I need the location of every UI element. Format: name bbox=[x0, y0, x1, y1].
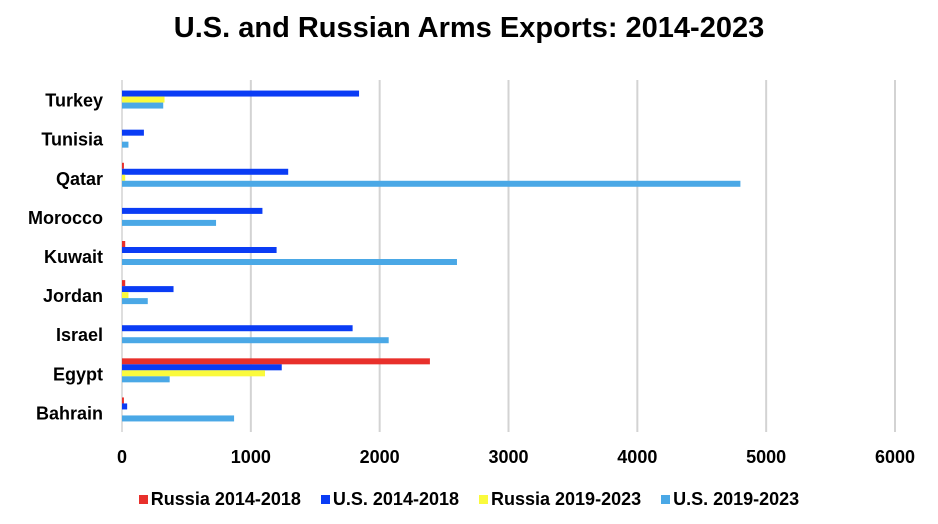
y-category-label: Morocco bbox=[28, 208, 103, 228]
x-tick-label: 1000 bbox=[231, 447, 271, 467]
bar bbox=[122, 364, 282, 371]
y-category-label: Kuwait bbox=[44, 247, 103, 267]
legend-label: Russia 2019-2023 bbox=[491, 489, 642, 509]
x-tick-label: 6000 bbox=[875, 447, 915, 467]
y-category-label: Jordan bbox=[43, 286, 103, 306]
legend-swatch bbox=[320, 495, 330, 504]
y-category-label: Qatar bbox=[56, 169, 103, 189]
bar bbox=[122, 358, 430, 365]
bar bbox=[122, 298, 148, 305]
legend-label: U.S. 2019-2023 bbox=[673, 489, 800, 509]
bar bbox=[122, 180, 741, 187]
chart-plot-area: 0 1000 2000 3000 4000 5000 6000 Turkey Tunisia Qa… bbox=[28, 80, 915, 467]
legend-item: Russia 2019-2023 bbox=[479, 489, 641, 510]
bar bbox=[122, 280, 126, 287]
x-tick-label: 2000 bbox=[360, 447, 400, 467]
bar bbox=[122, 219, 217, 226]
x-tick-label: 4000 bbox=[617, 447, 657, 467]
bar bbox=[122, 259, 457, 265]
bar bbox=[122, 403, 128, 410]
bar bbox=[122, 376, 170, 383]
x-tick-label: 0 bbox=[117, 447, 127, 467]
x-tick-label: 5000 bbox=[746, 447, 786, 467]
bar bbox=[122, 96, 165, 103]
legend-item: U.S. 2019-2023 bbox=[661, 489, 799, 510]
bar bbox=[122, 102, 164, 109]
x-tick-label: 3000 bbox=[488, 447, 528, 467]
legend-item: Russia 2014-2018 bbox=[138, 489, 301, 510]
legend-swatch bbox=[661, 495, 671, 504]
y-category-label: Israel bbox=[56, 325, 103, 345]
bar bbox=[122, 397, 124, 404]
bar bbox=[122, 141, 129, 148]
y-category-label: Turkey bbox=[45, 91, 103, 111]
legend-label: Russia 2014-2018 bbox=[150, 489, 301, 509]
bar bbox=[122, 90, 360, 97]
bar bbox=[122, 286, 174, 293]
bar bbox=[122, 168, 289, 175]
chart-legend: Russia 2014-2018 U.S. 2014-2018 Russia 201… bbox=[0, 489, 938, 510]
bar bbox=[122, 174, 126, 181]
legend-swatch bbox=[479, 495, 488, 504]
y-category-label: Tunisia bbox=[41, 130, 104, 150]
y-category-label: Egypt bbox=[53, 364, 103, 384]
bar bbox=[122, 292, 129, 299]
bar bbox=[122, 129, 144, 136]
legend-label: U.S. 2014-2018 bbox=[332, 489, 459, 509]
legend-item: U.S. 2014-2018 bbox=[320, 489, 459, 510]
bar bbox=[122, 247, 277, 253]
bar bbox=[122, 325, 353, 332]
bar bbox=[122, 162, 124, 169]
bar bbox=[122, 207, 263, 214]
bar bbox=[122, 370, 266, 377]
chart-title: U.S. and Russian Arms Exports: 2014-2023 bbox=[173, 12, 765, 44]
bar bbox=[122, 415, 235, 422]
y-category-label: Bahrain bbox=[36, 403, 103, 423]
legend-swatch bbox=[138, 495, 148, 504]
bar bbox=[122, 337, 389, 344]
bar bbox=[122, 241, 126, 247]
